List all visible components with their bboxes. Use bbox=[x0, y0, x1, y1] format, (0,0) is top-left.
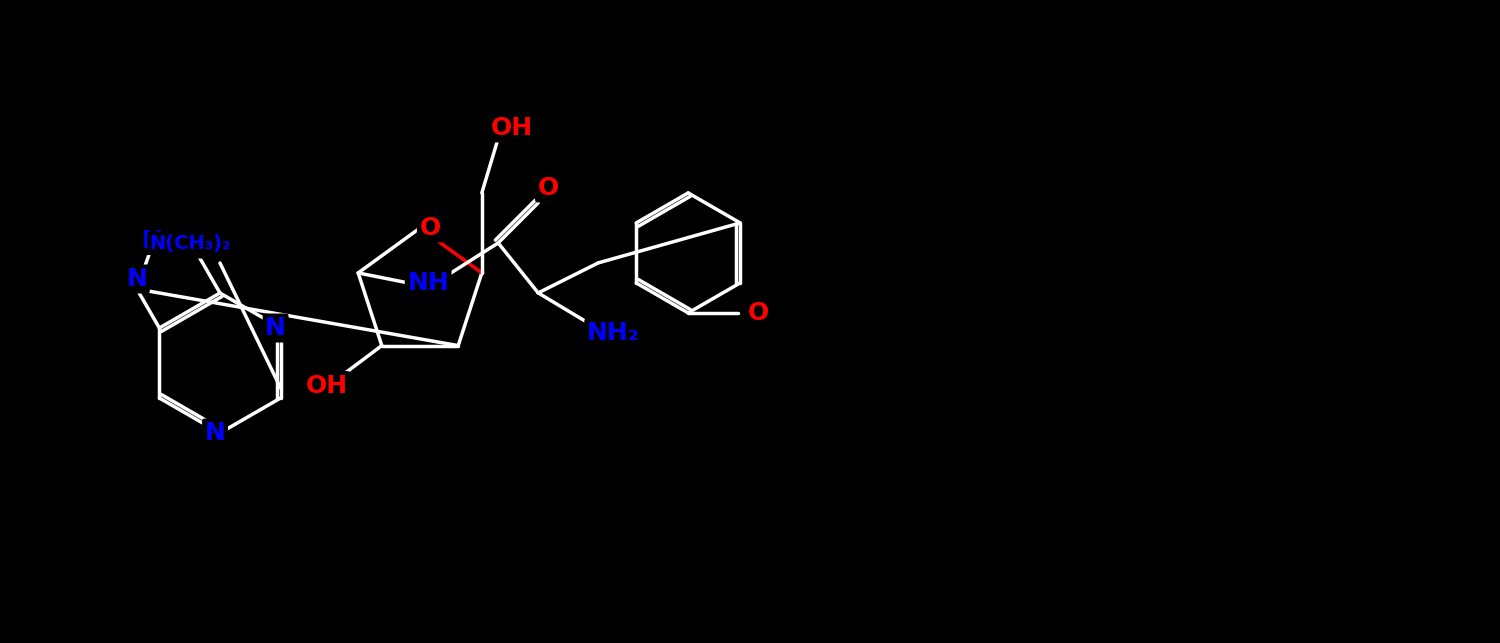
Text: NH₂: NH₂ bbox=[586, 321, 639, 345]
Text: N(CH₃)₂: N(CH₃)₂ bbox=[148, 233, 231, 253]
Text: NH: NH bbox=[408, 271, 448, 295]
Text: N: N bbox=[142, 228, 162, 253]
Text: O: O bbox=[537, 176, 560, 200]
Text: N: N bbox=[126, 267, 147, 291]
Text: N: N bbox=[188, 232, 209, 256]
Text: OH: OH bbox=[306, 374, 348, 397]
Text: O: O bbox=[747, 301, 770, 325]
Text: OH: OH bbox=[490, 116, 532, 140]
Text: N: N bbox=[266, 316, 286, 340]
Text: O: O bbox=[420, 216, 441, 240]
Text: N: N bbox=[204, 421, 225, 445]
